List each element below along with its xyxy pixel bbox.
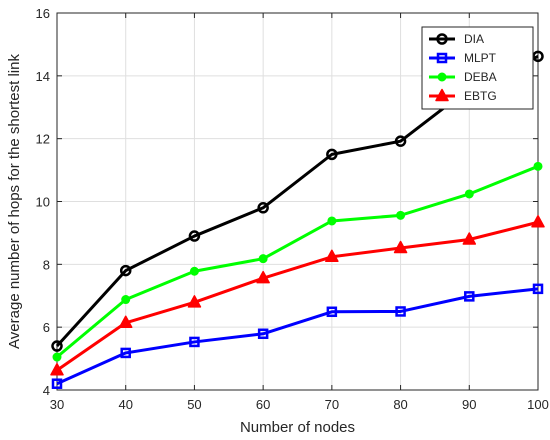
data-point-mlpt bbox=[464, 291, 475, 302]
data-point-deba bbox=[189, 266, 199, 276]
x-tick-label: 30 bbox=[50, 397, 64, 412]
y-tick-label: 8 bbox=[43, 257, 50, 272]
y-tick-label: 12 bbox=[36, 132, 50, 147]
x-tick-label: 70 bbox=[325, 397, 339, 412]
y-tick-label: 10 bbox=[36, 195, 50, 210]
x-axis-label: Number of nodes bbox=[240, 419, 355, 436]
series-line-mlpt bbox=[56, 287, 539, 386]
legend: DIA MLPT DEBA EBTG bbox=[421, 26, 534, 110]
x-tick-label: 80 bbox=[393, 397, 407, 412]
data-point-ebtg bbox=[325, 249, 339, 263]
legend-marker-deba bbox=[437, 72, 447, 82]
data-point-mlpt bbox=[120, 347, 131, 359]
axis-ticks: 30 40 50 60 70 80 90 100 4 6 8 10 12 14 16 bbox=[36, 6, 549, 412]
x-tick-label: 50 bbox=[187, 397, 201, 412]
legend-label-dia: DIA bbox=[464, 32, 484, 46]
x-tick-label: 60 bbox=[256, 397, 270, 412]
legend-entry-mlpt: MLPT bbox=[429, 51, 497, 65]
data-point-mlpt bbox=[326, 306, 338, 318]
data-point-deba bbox=[121, 295, 131, 305]
legend-entry-deba: DEBA bbox=[429, 70, 497, 84]
series-mlpt bbox=[51, 283, 544, 389]
y-axis-label: Average number of hops for the shortest … bbox=[6, 54, 23, 349]
y-tick-label: 14 bbox=[36, 69, 50, 84]
legend-entry-ebtg: EBTG bbox=[429, 88, 497, 103]
x-tick-label: 40 bbox=[118, 397, 132, 412]
data-point-deba bbox=[52, 352, 62, 362]
legend-label-mlpt: MLPT bbox=[464, 51, 497, 65]
data-point-ebtg bbox=[462, 232, 477, 245]
data-point-mlpt bbox=[51, 378, 63, 389]
data-point-dia bbox=[51, 340, 63, 352]
legend-label-ebtg: EBTG bbox=[464, 89, 497, 103]
x-tick-label: 100 bbox=[527, 397, 549, 412]
legend-marker-mlpt bbox=[436, 52, 448, 64]
data-point-mlpt bbox=[257, 328, 269, 340]
legend-marker-dia bbox=[436, 33, 448, 45]
series-line-deba bbox=[56, 164, 539, 359]
data-point-deba bbox=[533, 161, 543, 171]
data-point-ebtg bbox=[256, 270, 270, 284]
data-point-ebtg bbox=[187, 295, 202, 308]
data-point-deba bbox=[464, 189, 474, 199]
data-point-ebtg bbox=[393, 240, 408, 254]
data-point-mlpt bbox=[532, 283, 544, 295]
y-tick-label: 16 bbox=[36, 6, 50, 21]
legend-marker-ebtg bbox=[435, 88, 449, 102]
series-deba bbox=[52, 161, 543, 362]
series-line-ebtg bbox=[56, 220, 539, 372]
x-tick-label: 90 bbox=[462, 397, 476, 412]
data-point-mlpt bbox=[395, 306, 406, 317]
data-point-dia bbox=[257, 202, 269, 214]
y-tick-label: 6 bbox=[43, 320, 50, 335]
data-point-dia bbox=[119, 264, 132, 277]
data-point-deba bbox=[258, 254, 268, 264]
data-point-ebtg bbox=[118, 315, 133, 329]
series-ebtg bbox=[50, 214, 545, 376]
data-point-deba bbox=[327, 216, 337, 226]
data-point-dia bbox=[394, 135, 407, 147]
data-point-deba bbox=[396, 210, 406, 220]
legend-label-deba: DEBA bbox=[464, 70, 497, 84]
data-point-ebtg bbox=[531, 214, 545, 228]
data-point-dia bbox=[188, 230, 201, 242]
data-point-mlpt bbox=[189, 336, 200, 348]
legend-entry-dia: DIA bbox=[429, 32, 484, 46]
y-tick-label: 4 bbox=[43, 383, 50, 398]
data-point-ebtg bbox=[50, 362, 64, 376]
data-point-dia bbox=[326, 148, 338, 161]
